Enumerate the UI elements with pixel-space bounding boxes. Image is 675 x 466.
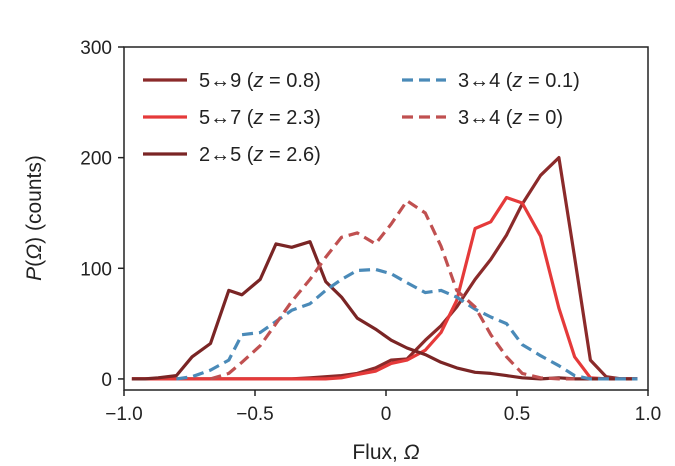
x-tick-label: 1.0 — [635, 404, 661, 425]
series-line-3 — [131, 240, 638, 381]
y-tick-label: 200 — [80, 149, 112, 170]
x-tick-label: 0.5 — [504, 404, 530, 425]
series-line-5 — [210, 199, 575, 381]
series-line-2 — [131, 195, 638, 381]
y-axis-label: P(Ω) (counts) — [23, 155, 46, 281]
legend-label-4: 3↔4 (z = 0.1) — [458, 70, 580, 92]
y-ticks: 0 100 200 300 — [80, 38, 124, 391]
x-ticks: −1.0 −0.5 0 0.5 1.0 — [105, 390, 661, 425]
series-line-4 — [176, 267, 638, 381]
x-axis-label: Flux, Ω — [352, 441, 419, 464]
x-tick-label: −1.0 — [105, 404, 143, 425]
legend-label-2: 5↔7 (z = 2.3) — [199, 107, 321, 129]
x-tick-label: 0 — [381, 404, 392, 425]
legend-label-3: 2↔5 (z = 2.6) — [199, 144, 321, 166]
y-tick-label: 100 — [80, 259, 112, 280]
legend-label-5: 3↔4 (z = 0) — [458, 107, 563, 129]
legend: 5↔9 (z = 0.8) 5↔7 (z = 2.3) 2↔5 (z = 2.6) 3… — [143, 70, 580, 166]
y-tick-label: 0 — [101, 370, 112, 391]
legend-label-1: 5↔9 (z = 0.8) — [199, 70, 321, 92]
plot-lines — [131, 156, 638, 381]
y-tick-label: 300 — [80, 38, 112, 59]
x-tick-label: −0.5 — [236, 404, 274, 425]
